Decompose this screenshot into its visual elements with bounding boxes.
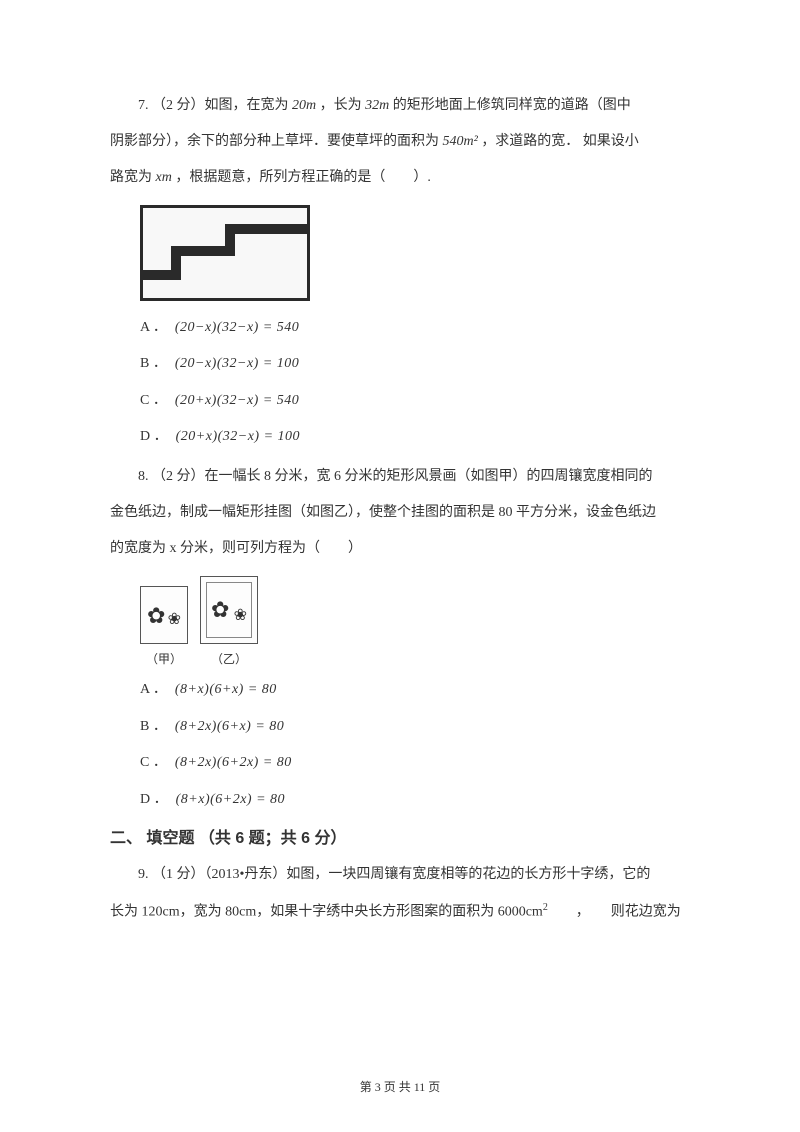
rect-path-diagram [140,205,310,301]
q7-length: 32m [362,98,393,113]
q7-width: 20m [289,98,320,113]
q8-option-b: B ． (8+2x)(6+x) = 80 [140,714,690,741]
q7-text-cont2: 路宽为 xm ，根据题意，所列方程正确的是（ ）. [110,162,690,194]
q7-area: 540m² [439,134,478,149]
q7-option-c: C ． (20+x)(32−x) = 540 [140,388,690,415]
q7-number: 7. [138,98,149,113]
q8-option-a: A ． (8+x)(6+x) = 80 [140,677,690,704]
q9-source: （2013•丹东） [205,867,287,882]
q8-points: （2 分） [152,469,205,484]
q8-text-cont2: 的宽度为 x 分米，则可列方程为（ ） [110,533,690,565]
q9-points: （1 分） [152,867,205,882]
q8-text-cont1: 金色纸边，制成一幅矩形挂图（如图乙），使整个挂图的面积是 80 平方分米，设金色… [110,497,690,529]
page-footer: 第 3 页 共 11 页 [0,1074,800,1102]
q7-option-a: A ． (20−x)(32−x) = 540 [140,315,690,342]
formula-text: (8+2x)(6+2x) = 80 [175,750,292,777]
figure-jia: ✿ ❀ （甲） [140,586,188,674]
q8-text: 8. （2 分）在一幅长 8 分米，宽 6 分米的矩形风景画（如图甲）的四周镶宽… [110,461,690,493]
q7-figure [140,205,690,301]
figure-yi: ✿ ❀ （乙） [200,576,258,674]
formula-text: (20+x)(32−x) = 540 [175,388,299,415]
formula-text: (20−x)(32−x) = 540 [175,315,299,342]
q9-text-cont: 长为 120cm，宽为 80cm，如果十字绣中央长方形图案的面积为 6000cm… [110,896,690,929]
section-2-title: 二、 填空题 （共 6 题；共 6 分） [110,823,690,855]
q7-var: xm [156,170,172,185]
q8-figure-row: ✿ ❀ （甲） ✿ ❀ （乙） [140,576,690,674]
q7-points: （2 分） [152,98,205,113]
painting-yi: ✿ ❀ [200,576,258,644]
q7-option-d: D ． (20+x)(32−x) = 100 [140,424,690,451]
formula-text: (8+2x)(6+x) = 80 [175,714,284,741]
formula-text: (20+x)(32−x) = 100 [176,424,300,451]
painting-jia: ✿ ❀ [140,586,188,644]
q9-number: 9. [138,867,149,882]
formula-text: (8+x)(6+2x) = 80 [176,787,285,814]
formula-text: (20−x)(32−x) = 100 [175,351,299,378]
q7-text-cont1: 阴影部分），余下的部分种上草坪．要使草坪的面积为 540m² ，求道路的宽． 如… [110,126,690,158]
q7-option-b: B ． (20−x)(32−x) = 100 [140,351,690,378]
q8-option-c: C ． (8+2x)(6+2x) = 80 [140,750,690,777]
q9-text: 9. （1 分）（2013•丹东）如图，一块四周镶有宽度相等的花边的长方形十字绣… [110,859,690,891]
q8-option-d: D ． (8+x)(6+2x) = 80 [140,787,690,814]
formula-text: (8+x)(6+x) = 80 [175,677,277,704]
q7-text: 7. （2 分）如图，在宽为 20m ，长为 32m 的矩形地面上修筑同样宽的道… [110,90,690,122]
q8-number: 8. [138,469,149,484]
